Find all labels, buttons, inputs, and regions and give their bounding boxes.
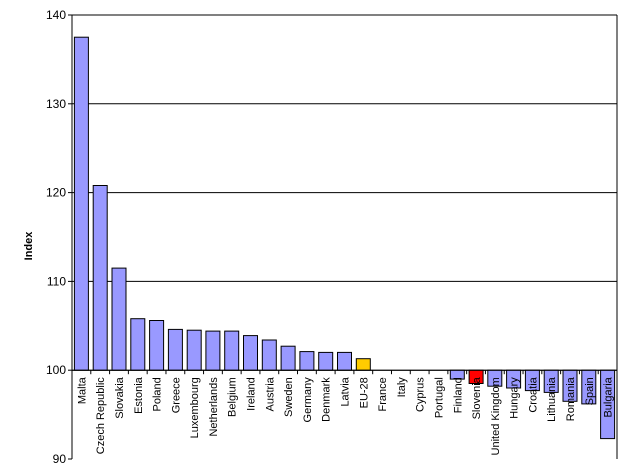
category-label-france: France xyxy=(377,377,389,411)
y-tick-labels: 90 100 110 120 130 140 xyxy=(46,8,66,464)
category-label-malta: Malta xyxy=(76,376,88,404)
bar-luxembourg xyxy=(186,329,202,371)
category-label-austria: Austria xyxy=(264,376,276,411)
bar-sweden xyxy=(280,345,296,371)
y-axis-title: Index xyxy=(23,231,35,261)
bar-poland xyxy=(149,320,165,371)
category-label-italy: Italy xyxy=(396,377,408,398)
y-tick-label: 100 xyxy=(46,363,66,377)
category-label-latvia: Latvia xyxy=(340,376,352,406)
bar-ireland xyxy=(243,335,258,371)
bar-estonia xyxy=(130,318,146,371)
y-tick-label: 110 xyxy=(47,274,66,288)
category-label-eu-28: EU-28 xyxy=(358,377,370,408)
category-label-greece: Greece xyxy=(170,377,182,413)
category-label-cyprus: Cyprus xyxy=(415,377,427,412)
bar-belgium xyxy=(224,330,240,371)
bar-latvia xyxy=(337,351,352,371)
category-label-ireland: Ireland xyxy=(246,377,258,411)
category-label-spain: Spain xyxy=(584,377,596,405)
category-label-portugal: Portugal xyxy=(434,377,446,418)
category-label-slovenia: Slovenia xyxy=(471,376,483,419)
bar-austria xyxy=(261,339,277,371)
category-label-germany: Germany xyxy=(302,377,314,423)
category-label-estonia: Estonia xyxy=(133,376,145,414)
bar-germany xyxy=(299,351,315,371)
bar-netherlands xyxy=(205,330,221,371)
category-label-finland: Finland xyxy=(452,377,464,413)
category-label-czech-republic: Czech Republic xyxy=(95,377,107,455)
bar-greece xyxy=(167,328,183,371)
category-label-croatia: Croatia xyxy=(527,376,539,412)
gridlines xyxy=(72,14,617,371)
bar-eu-28 xyxy=(355,358,371,371)
category-label-belgium: Belgium xyxy=(227,377,239,417)
y-tick-label: 120 xyxy=(46,186,66,200)
category-label-denmark: Denmark xyxy=(321,377,333,422)
category-label-slovakia: Slovakia xyxy=(114,376,126,418)
category-label-netherlands: Netherlands xyxy=(208,377,220,437)
category-label-bulgaria: Bulgaria xyxy=(603,376,615,417)
category-label-lithuania: Lithuania xyxy=(546,376,558,422)
category-label-hungary: Hungary xyxy=(509,377,521,419)
category-label-luxembourg: Luxembourg xyxy=(189,377,201,438)
category-label-romania: Romania xyxy=(565,376,577,421)
category-labels: Malta Czech Republic Slovakia Estonia Poland… xyxy=(76,376,614,455)
bar-czech-republic xyxy=(92,185,108,371)
bar-malta xyxy=(73,36,89,371)
category-label-poland: Poland xyxy=(152,377,164,411)
category-label-united-kingdom: United Kingdom xyxy=(490,377,502,455)
category-label-sweden: Sweden xyxy=(283,377,295,417)
axes xyxy=(68,14,618,460)
y-tick-label: 90 xyxy=(53,452,67,464)
y-tick-label: 140 xyxy=(46,8,66,22)
y-tick-label: 130 xyxy=(46,97,66,111)
bar-denmark xyxy=(318,351,334,371)
bar-slovakia xyxy=(111,267,127,371)
